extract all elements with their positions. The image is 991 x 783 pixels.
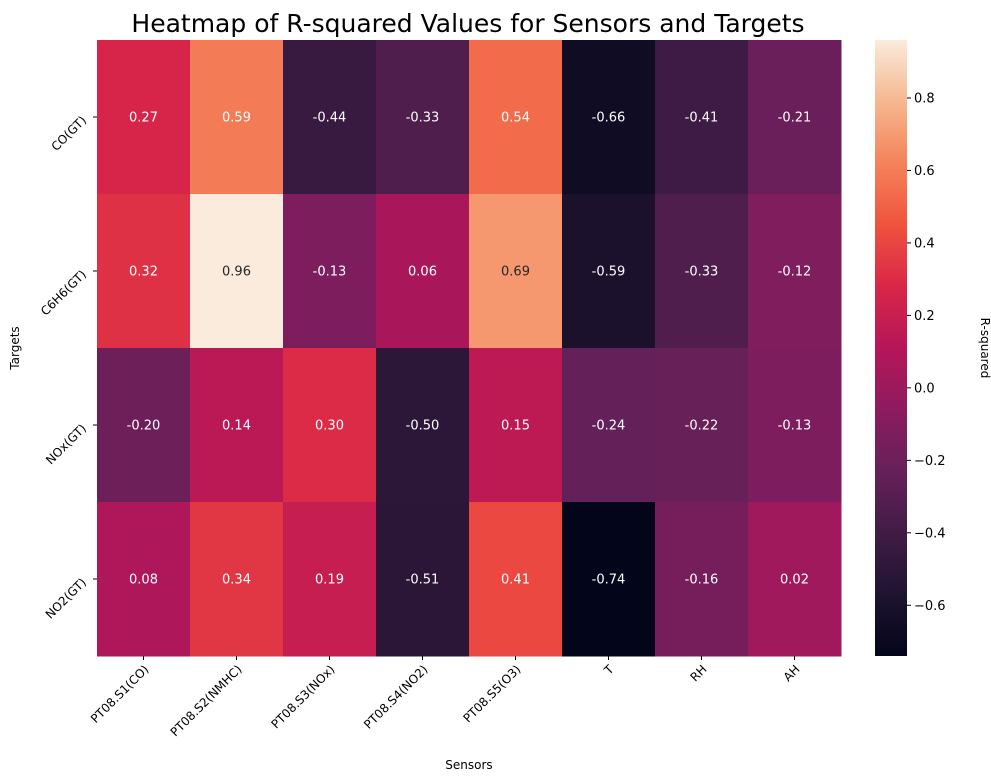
heatmap-cell <box>469 348 563 503</box>
heatmap-cell-label: -0.74 <box>592 573 626 588</box>
x-tick-label: AH <box>781 662 803 684</box>
y-tick-label: CO(GT) <box>49 113 90 154</box>
heatmap-cell-label: -0.59 <box>592 265 626 280</box>
heatmap-cell-label: 0.06 <box>408 265 437 280</box>
heatmap-cell <box>469 502 563 657</box>
heatmap-cell <box>655 40 749 195</box>
heatmap-cell <box>655 502 749 657</box>
heatmap-cell-label: -0.44 <box>313 111 347 126</box>
heatmap-cell <box>562 502 656 657</box>
heatmap-cell <box>283 40 377 195</box>
colorbar-tick-label: 0.0 <box>914 381 935 396</box>
heatmap-cell-label: -0.33 <box>685 265 719 280</box>
heatmap-cell-label: 0.02 <box>780 573 809 588</box>
heatmap-cell-label: -0.50 <box>406 419 440 434</box>
colorbar-tick-label: 0.4 <box>914 236 935 251</box>
heatmap-cell <box>283 502 377 657</box>
y-axis-label: Targets <box>8 326 22 370</box>
colorbar-tick-label: 0.2 <box>914 309 935 324</box>
heatmap-cell-label: -0.21 <box>778 111 812 126</box>
heatmap-cell <box>562 348 656 503</box>
heatmap-cell <box>562 40 656 195</box>
heatmap-cell <box>283 194 377 349</box>
heatmap-cell-label: -0.51 <box>406 573 440 588</box>
colorbar <box>875 40 907 656</box>
heatmap-cell <box>655 348 749 503</box>
y-tick-label: NO2(GT) <box>43 575 89 621</box>
y-axis-ticks: CO(GT) C6H6(GT) NOx(GT) NO2(GT) <box>38 113 97 622</box>
heatmap-cell-label: 0.30 <box>315 419 344 434</box>
colorbar-tick-label: −0.6 <box>914 599 946 614</box>
x-axis-ticks: PT08.S1(CO) PT08.S2(NMHC) PT08.S3(NOx) PT08… <box>88 656 803 739</box>
heatmap-cell <box>748 40 842 195</box>
heatmap-cell <box>97 194 191 349</box>
x-tick-label: T <box>601 662 617 678</box>
heatmap-cell-label: 0.08 <box>129 573 158 588</box>
colorbar-tick-label: −0.2 <box>914 454 946 469</box>
heatmap-cell-label: 0.59 <box>222 111 251 126</box>
y-tick-label: NOx(GT) <box>43 421 89 467</box>
heatmap-cell-label: -0.41 <box>685 111 719 126</box>
heatmap-cell-label: 0.32 <box>129 265 158 280</box>
heatmap-cell <box>562 194 656 349</box>
heatmap-cell-labels: 0.27 0.59 -0.44 -0.33 0.54 -0.66 -0.41 -0.21 0.3… <box>127 111 812 588</box>
x-axis-label: Sensors <box>445 758 492 772</box>
heatmap-cell-label: 0.96 <box>222 265 251 280</box>
heatmap-cell-label: -0.16 <box>685 573 719 588</box>
heatmap-cell-label: 0.41 <box>501 573 530 588</box>
heatmap-cell <box>469 194 563 349</box>
heatmap-cell <box>283 348 377 503</box>
heatmap-cell <box>748 502 842 657</box>
heatmap-cell-label: -0.13 <box>778 419 812 434</box>
heatmap-cell <box>190 348 284 503</box>
heatmap-cell <box>376 348 470 503</box>
heatmap-cells <box>97 40 842 657</box>
heatmap-cell-label: 0.34 <box>222 573 251 588</box>
heatmap-cell-label: 0.54 <box>501 111 530 126</box>
x-tick-label: PT08.S1(CO) <box>88 662 152 726</box>
heatmap-cell-label: -0.13 <box>313 265 347 280</box>
x-tick-label: PT08.S3(NOx) <box>268 662 337 731</box>
heatmap-cell-label: -0.22 <box>685 419 719 434</box>
heatmap-cell <box>469 40 563 195</box>
x-tick-label: PT08.S2(NMHC) <box>168 662 245 739</box>
heatmap-cell-label: 0.19 <box>315 573 344 588</box>
heatmap-cell <box>97 502 191 657</box>
heatmap-cell <box>190 194 284 349</box>
heatmap-cell <box>97 348 191 503</box>
x-tick-label: PT08.S4(NO2) <box>361 662 431 732</box>
heatmap-cell <box>748 194 842 349</box>
heatmap-cell <box>376 40 470 195</box>
heatmap-cell-label: -0.33 <box>406 111 440 126</box>
x-tick-label: RH <box>687 662 709 684</box>
heatmap-cell-label: -0.66 <box>592 111 626 126</box>
heatmap-cell <box>376 502 470 657</box>
heatmap-cell <box>190 40 284 195</box>
heatmap-cell <box>190 502 284 657</box>
colorbar-ticks: −0.6 −0.4 −0.2 0.0 0.2 0.4 0.6 0.8 <box>907 91 946 614</box>
heatmap-cell-label: -0.12 <box>778 265 812 280</box>
chart-title: Heatmap of R-squared Values for Sensors … <box>131 9 804 38</box>
colorbar-tick-label: −0.4 <box>914 526 946 541</box>
colorbar-tick-label: 0.8 <box>914 91 935 106</box>
heatmap-cell-label: -0.20 <box>127 419 161 434</box>
heatmap-cell-label: 0.27 <box>129 111 158 126</box>
heatmap-cell-label: 0.69 <box>501 265 530 280</box>
heatmap-cell <box>97 40 191 195</box>
y-tick-label: C6H6(GT) <box>38 267 89 318</box>
heatmap-cell-label: 0.14 <box>222 419 251 434</box>
heatmap-cell-label: -0.24 <box>592 419 626 434</box>
colorbar-label: R-squared <box>978 318 991 379</box>
heatmap-cell <box>655 194 749 349</box>
heatmap-cell <box>748 348 842 503</box>
x-tick-label: PT08.S5(O3) <box>460 662 523 725</box>
heatmap-cell <box>376 194 470 349</box>
heatmap-cell-label: 0.15 <box>501 419 530 434</box>
colorbar-tick-label: 0.6 <box>914 164 935 179</box>
